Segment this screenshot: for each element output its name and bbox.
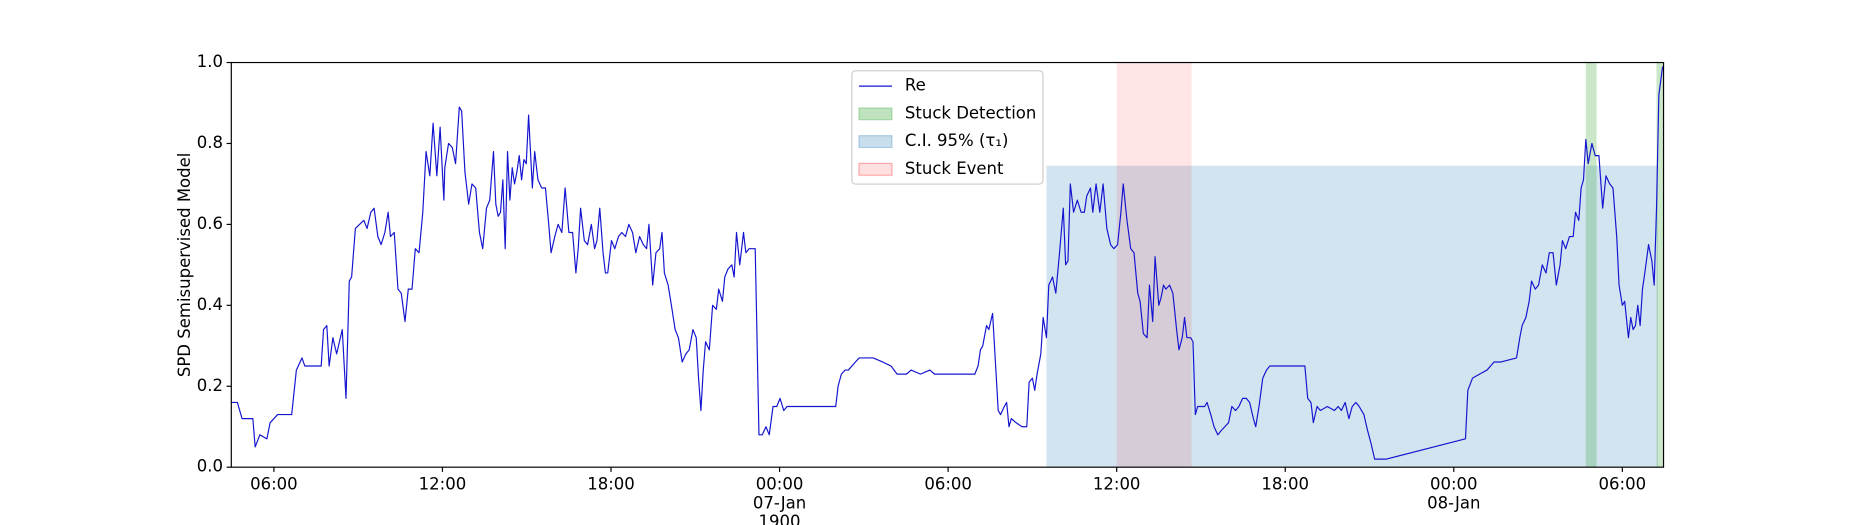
y-tick-label: 0.6 bbox=[197, 214, 223, 233]
data-line bbox=[231, 66, 1664, 460]
x-tick-label: 12:00 bbox=[419, 474, 467, 493]
x-tick-label: 00:00 bbox=[1430, 474, 1478, 493]
y-tick-label: 0.8 bbox=[197, 133, 223, 152]
region-span bbox=[1116, 62, 1192, 468]
legend-handle bbox=[858, 162, 893, 176]
legend-box bbox=[851, 70, 1044, 185]
legend-label: Stuck Detection bbox=[905, 103, 1036, 122]
legend-handle bbox=[858, 107, 893, 121]
x-tick-label: 06:00 bbox=[250, 474, 298, 493]
x-tick-label: 07-Jan bbox=[753, 493, 806, 512]
legend-handle bbox=[858, 135, 893, 149]
y-tick-label: 0.0 bbox=[197, 457, 223, 476]
y-tick-label: 0.2 bbox=[197, 376, 223, 395]
x-tick-label: 08-Jan bbox=[1427, 493, 1480, 512]
y-axis-label: SPD Semisupervised Model bbox=[175, 153, 194, 377]
plot-frame bbox=[230, 61, 1665, 468]
x-tick-label: 18:00 bbox=[1261, 474, 1309, 493]
region-span bbox=[1585, 62, 1597, 468]
region-span bbox=[1656, 62, 1664, 468]
legend-label: C.I. 95% (τ₁) bbox=[905, 131, 1008, 150]
x-tick-label: 18:00 bbox=[587, 474, 635, 493]
legend-label: Re bbox=[905, 76, 926, 95]
y-tick-label: 0.4 bbox=[197, 295, 223, 314]
x-tick-label: 1900 bbox=[759, 512, 801, 525]
x-tick-label: 06:00 bbox=[1599, 474, 1647, 493]
y-tick-label: 1.0 bbox=[197, 52, 223, 71]
x-tick-label: 06:00 bbox=[924, 474, 972, 493]
x-tick-label: 00:00 bbox=[756, 474, 804, 493]
legend-label: Stuck Event bbox=[905, 159, 1004, 178]
x-tick-label: 12:00 bbox=[1093, 474, 1141, 493]
